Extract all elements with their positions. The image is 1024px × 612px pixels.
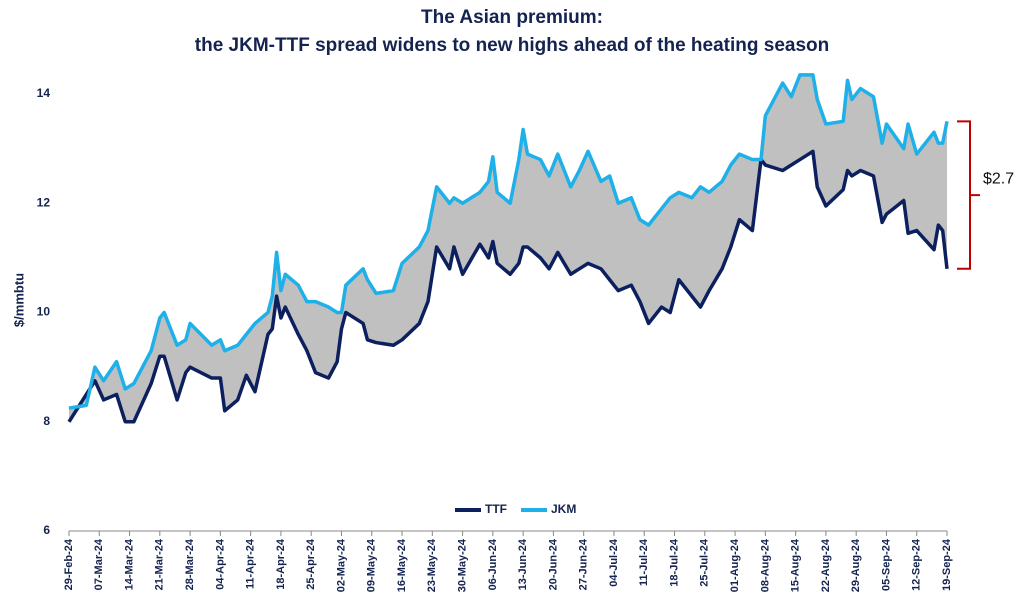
x-tick-label: 22-Aug-24	[820, 538, 832, 592]
y-tick-label: 8	[43, 414, 50, 428]
y-axis-label: $/mmbtu	[11, 273, 26, 327]
y-tick-label: 6	[43, 523, 50, 537]
chart-title: The Asian premium:	[421, 7, 603, 28]
x-tick-label: 18-Jul-24	[668, 538, 680, 587]
x-tick-label: 08-Aug-24	[759, 538, 771, 592]
x-tick-label: 29-Feb-24	[63, 538, 75, 590]
spread-bracket	[957, 120, 980, 270]
x-tick-label: 20-Jun-24	[547, 538, 559, 590]
x-tick-label: 14-Mar-24	[123, 538, 135, 590]
x-tick-label: 30-May-24	[456, 538, 468, 592]
x-tick-label: 28-Mar-24	[184, 538, 196, 590]
x-tick-label: 09-May-24	[366, 538, 378, 592]
x-tick-label: 11-Apr-24	[245, 538, 257, 589]
x-tick-label: 23-May-24	[426, 538, 438, 592]
series-line	[67, 149, 949, 424]
x-tick-label: 18-Apr-24	[275, 538, 287, 590]
x-tick-label: 05-Sep-24	[880, 538, 892, 591]
x-tick-label: 04-Jul-24	[608, 538, 620, 587]
y-tick-label: 10	[37, 305, 51, 319]
series-line	[68, 73, 949, 410]
x-tick-label: 07-Mar-24	[93, 538, 105, 590]
x-tick-label: 27-Jun-24	[578, 538, 590, 590]
y-tick-label: 12	[37, 195, 51, 209]
x-tick-label: 01-Aug-24	[729, 538, 741, 592]
x-tick-label: 19-Sep-24	[941, 538, 953, 591]
x-tick-label: 11-Jul-24	[638, 538, 650, 586]
x-tick-label: 02-May-24	[335, 538, 347, 592]
x-tick-label: 16-May-24	[396, 538, 408, 592]
x-tick-label: 12-Sep-24	[911, 538, 923, 591]
x-tick-label: 25-Jul-24	[699, 538, 711, 587]
x-tick-label: 13-Jun-24	[517, 538, 529, 590]
x-tick-label: 04-Apr-24	[214, 538, 226, 590]
chart-subtitle: the JKM-TTF spread widens to new highs a…	[195, 35, 829, 56]
legend-label: JKM	[551, 502, 576, 516]
y-tick-label: 14	[37, 86, 51, 100]
x-tick-label: 06-Jun-24	[487, 538, 499, 590]
legend-label: TTF	[485, 502, 507, 516]
spread-area	[69, 74, 947, 422]
x-tick-label: 25-Apr-24	[305, 538, 317, 590]
annotation: $2.7	[983, 170, 1014, 187]
x-tick-label: 29-Aug-24	[850, 538, 862, 592]
x-tick-label: 15-Aug-24	[790, 538, 802, 592]
x-tick-label: 21-Mar-24	[154, 538, 166, 590]
